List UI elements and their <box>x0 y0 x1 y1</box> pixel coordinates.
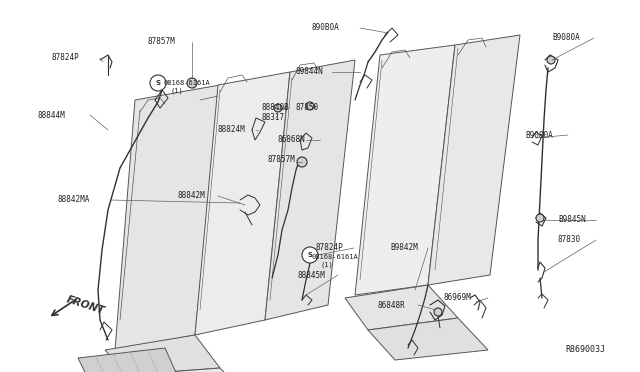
Circle shape <box>306 102 314 110</box>
Text: 87857M: 87857M <box>268 155 296 164</box>
Text: 86969M: 86969M <box>443 294 471 302</box>
Circle shape <box>434 308 442 316</box>
Text: 87857M: 87857M <box>148 38 176 46</box>
Circle shape <box>536 214 544 222</box>
Text: B9080A: B9080A <box>525 131 553 140</box>
Text: R869003J: R869003J <box>565 346 605 355</box>
Circle shape <box>187 78 197 88</box>
Polygon shape <box>105 335 220 372</box>
Polygon shape <box>78 348 195 372</box>
Text: 88842M: 88842M <box>178 192 205 201</box>
Circle shape <box>547 56 555 64</box>
Polygon shape <box>428 35 520 285</box>
Text: 88844M: 88844M <box>38 110 66 119</box>
Circle shape <box>297 157 307 167</box>
Text: 08168-6161A: 08168-6161A <box>312 254 359 260</box>
Polygon shape <box>128 368 248 372</box>
Circle shape <box>150 75 166 91</box>
Text: 88845M: 88845M <box>298 270 326 279</box>
Text: (1): (1) <box>170 88 183 94</box>
Text: 87824P: 87824P <box>52 54 80 62</box>
Text: 890B0A: 890B0A <box>312 23 340 32</box>
Text: 86848R: 86848R <box>378 301 406 310</box>
Text: S: S <box>156 80 161 86</box>
Text: B9845N: B9845N <box>558 215 586 224</box>
Polygon shape <box>265 60 355 320</box>
Text: 88840B: 88840B <box>262 103 290 112</box>
Text: 88842MA: 88842MA <box>58 196 90 205</box>
Text: S: S <box>307 252 312 258</box>
Text: 88824M: 88824M <box>218 125 246 135</box>
Polygon shape <box>368 318 488 360</box>
Circle shape <box>302 247 318 263</box>
Polygon shape <box>345 285 458 330</box>
Text: B9842M: B9842M <box>390 244 418 253</box>
Text: 89844N: 89844N <box>295 67 323 77</box>
Text: 87850: 87850 <box>295 103 318 112</box>
Text: B9080A: B9080A <box>552 33 580 42</box>
Polygon shape <box>115 85 220 350</box>
Text: 87824P: 87824P <box>315 244 343 253</box>
Text: 08168-6161A: 08168-6161A <box>163 80 210 86</box>
Text: FRONT: FRONT <box>65 294 106 316</box>
Polygon shape <box>195 72 290 335</box>
Text: 88317: 88317 <box>262 113 285 122</box>
Circle shape <box>274 104 282 112</box>
Text: (1): (1) <box>320 262 333 268</box>
Text: 87830: 87830 <box>558 235 581 244</box>
Polygon shape <box>355 45 455 295</box>
Text: 86868N: 86868N <box>278 135 306 144</box>
